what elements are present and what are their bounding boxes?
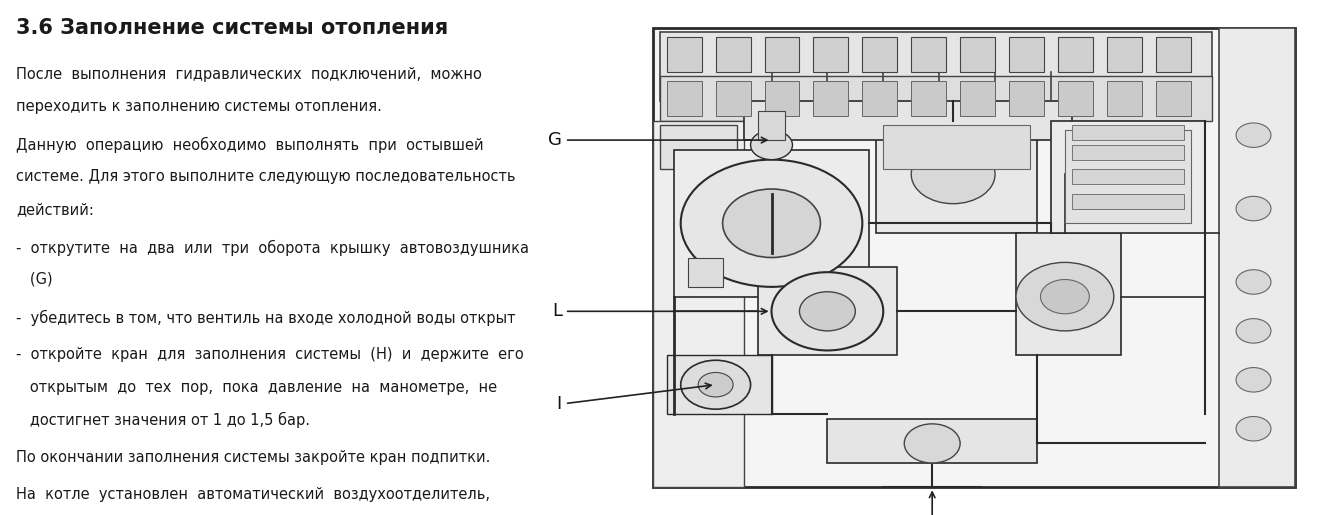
Text: (G): (G) [16, 272, 53, 287]
Circle shape [799, 291, 856, 331]
Text: I: I [557, 383, 710, 413]
Bar [673, 150, 869, 297]
Bar [912, 38, 946, 72]
Text: 3.6 Заполнение системы отопления: 3.6 Заполнение системы отопления [16, 18, 448, 38]
Bar [912, 81, 946, 116]
Text: -  открутите  на  два  или  три  оборота  крышку  автовоздушника: - открутите на два или три оборота крышк… [16, 239, 529, 255]
Bar [1058, 38, 1093, 72]
Bar [960, 81, 995, 116]
Text: Данную  операцию  необходимо  выполнять  при  остывшей: Данную операцию необходимо выполнять при… [16, 137, 483, 153]
Circle shape [722, 189, 820, 258]
Circle shape [1040, 280, 1089, 314]
Bar [1156, 38, 1191, 72]
Bar [1072, 145, 1184, 160]
Bar [667, 38, 701, 72]
Bar [1218, 28, 1295, 487]
Bar [716, 38, 750, 72]
Bar [1072, 125, 1184, 140]
Bar [1058, 81, 1093, 116]
Circle shape [699, 372, 733, 397]
Bar [660, 32, 1212, 101]
Circle shape [1236, 319, 1271, 343]
Circle shape [1236, 368, 1271, 392]
Circle shape [681, 160, 863, 287]
Bar [744, 101, 1072, 140]
Bar [1107, 38, 1142, 72]
Circle shape [681, 360, 750, 409]
Bar [827, 419, 1037, 463]
Circle shape [1016, 263, 1114, 331]
Text: По окончании заполнения системы закройте кран подпитки.: По окончании заполнения системы закройте… [16, 450, 491, 465]
Circle shape [1236, 123, 1271, 147]
Bar [667, 81, 701, 116]
Bar [1107, 81, 1142, 116]
Bar [884, 126, 1031, 169]
Text: переходить к заполнению системы отопления.: переходить к заполнению системы отоплени… [16, 99, 382, 114]
Circle shape [1236, 417, 1271, 441]
Text: достигнет значения от 1 до 1,5 бар.: достигнет значения от 1 до 1,5 бар. [16, 412, 310, 428]
Bar [960, 38, 995, 72]
Text: -  откройте  кран  для  заполнения  системы  (H)  и  держите  его: - откройте кран для заполнения системы (… [16, 347, 524, 362]
Bar [1156, 81, 1191, 116]
Bar [1072, 169, 1184, 184]
Circle shape [1236, 270, 1271, 294]
Text: G: G [548, 131, 767, 149]
Circle shape [771, 272, 884, 350]
Bar [758, 267, 897, 355]
Bar [660, 126, 737, 169]
Bar [1050, 121, 1205, 233]
Bar [1016, 233, 1121, 355]
Bar [876, 121, 1037, 233]
Circle shape [904, 424, 960, 463]
Bar [1065, 130, 1191, 224]
Bar [765, 81, 799, 116]
Circle shape [750, 130, 792, 160]
Bar [1009, 38, 1044, 72]
Bar [667, 355, 771, 414]
Text: После  выполнения  гидравлических  подключений,  можно: После выполнения гидравлических подключе… [16, 67, 482, 82]
Circle shape [1236, 196, 1271, 221]
Bar [688, 258, 722, 287]
Text: -  убедитесь в том, что вентиль на входе холодной воды открыт: - убедитесь в том, что вентиль на входе … [16, 310, 516, 325]
Bar [1072, 194, 1184, 209]
Bar [863, 81, 897, 116]
Bar [814, 38, 848, 72]
Bar [660, 76, 1212, 121]
Circle shape [912, 145, 995, 204]
Text: действий:: действий: [16, 202, 94, 217]
Bar [716, 81, 750, 116]
Text: открытым  до  тех  пор,  пока  давление  на  манометре,  не: открытым до тех пор, пока давление на ма… [16, 380, 497, 394]
Text: На  котле  установлен  автоматический  воздухоотделитель,: На котле установлен автоматический возду… [16, 487, 490, 502]
Text: L: L [552, 302, 767, 320]
Bar [863, 38, 897, 72]
Bar [652, 121, 744, 487]
Bar [1009, 81, 1044, 116]
Bar [765, 38, 799, 72]
Text: H: H [925, 492, 939, 515]
Text: системе. Для этого выполните следующую последовательность: системе. Для этого выполните следующую п… [16, 169, 516, 184]
Bar [758, 111, 786, 140]
Bar [814, 81, 848, 116]
